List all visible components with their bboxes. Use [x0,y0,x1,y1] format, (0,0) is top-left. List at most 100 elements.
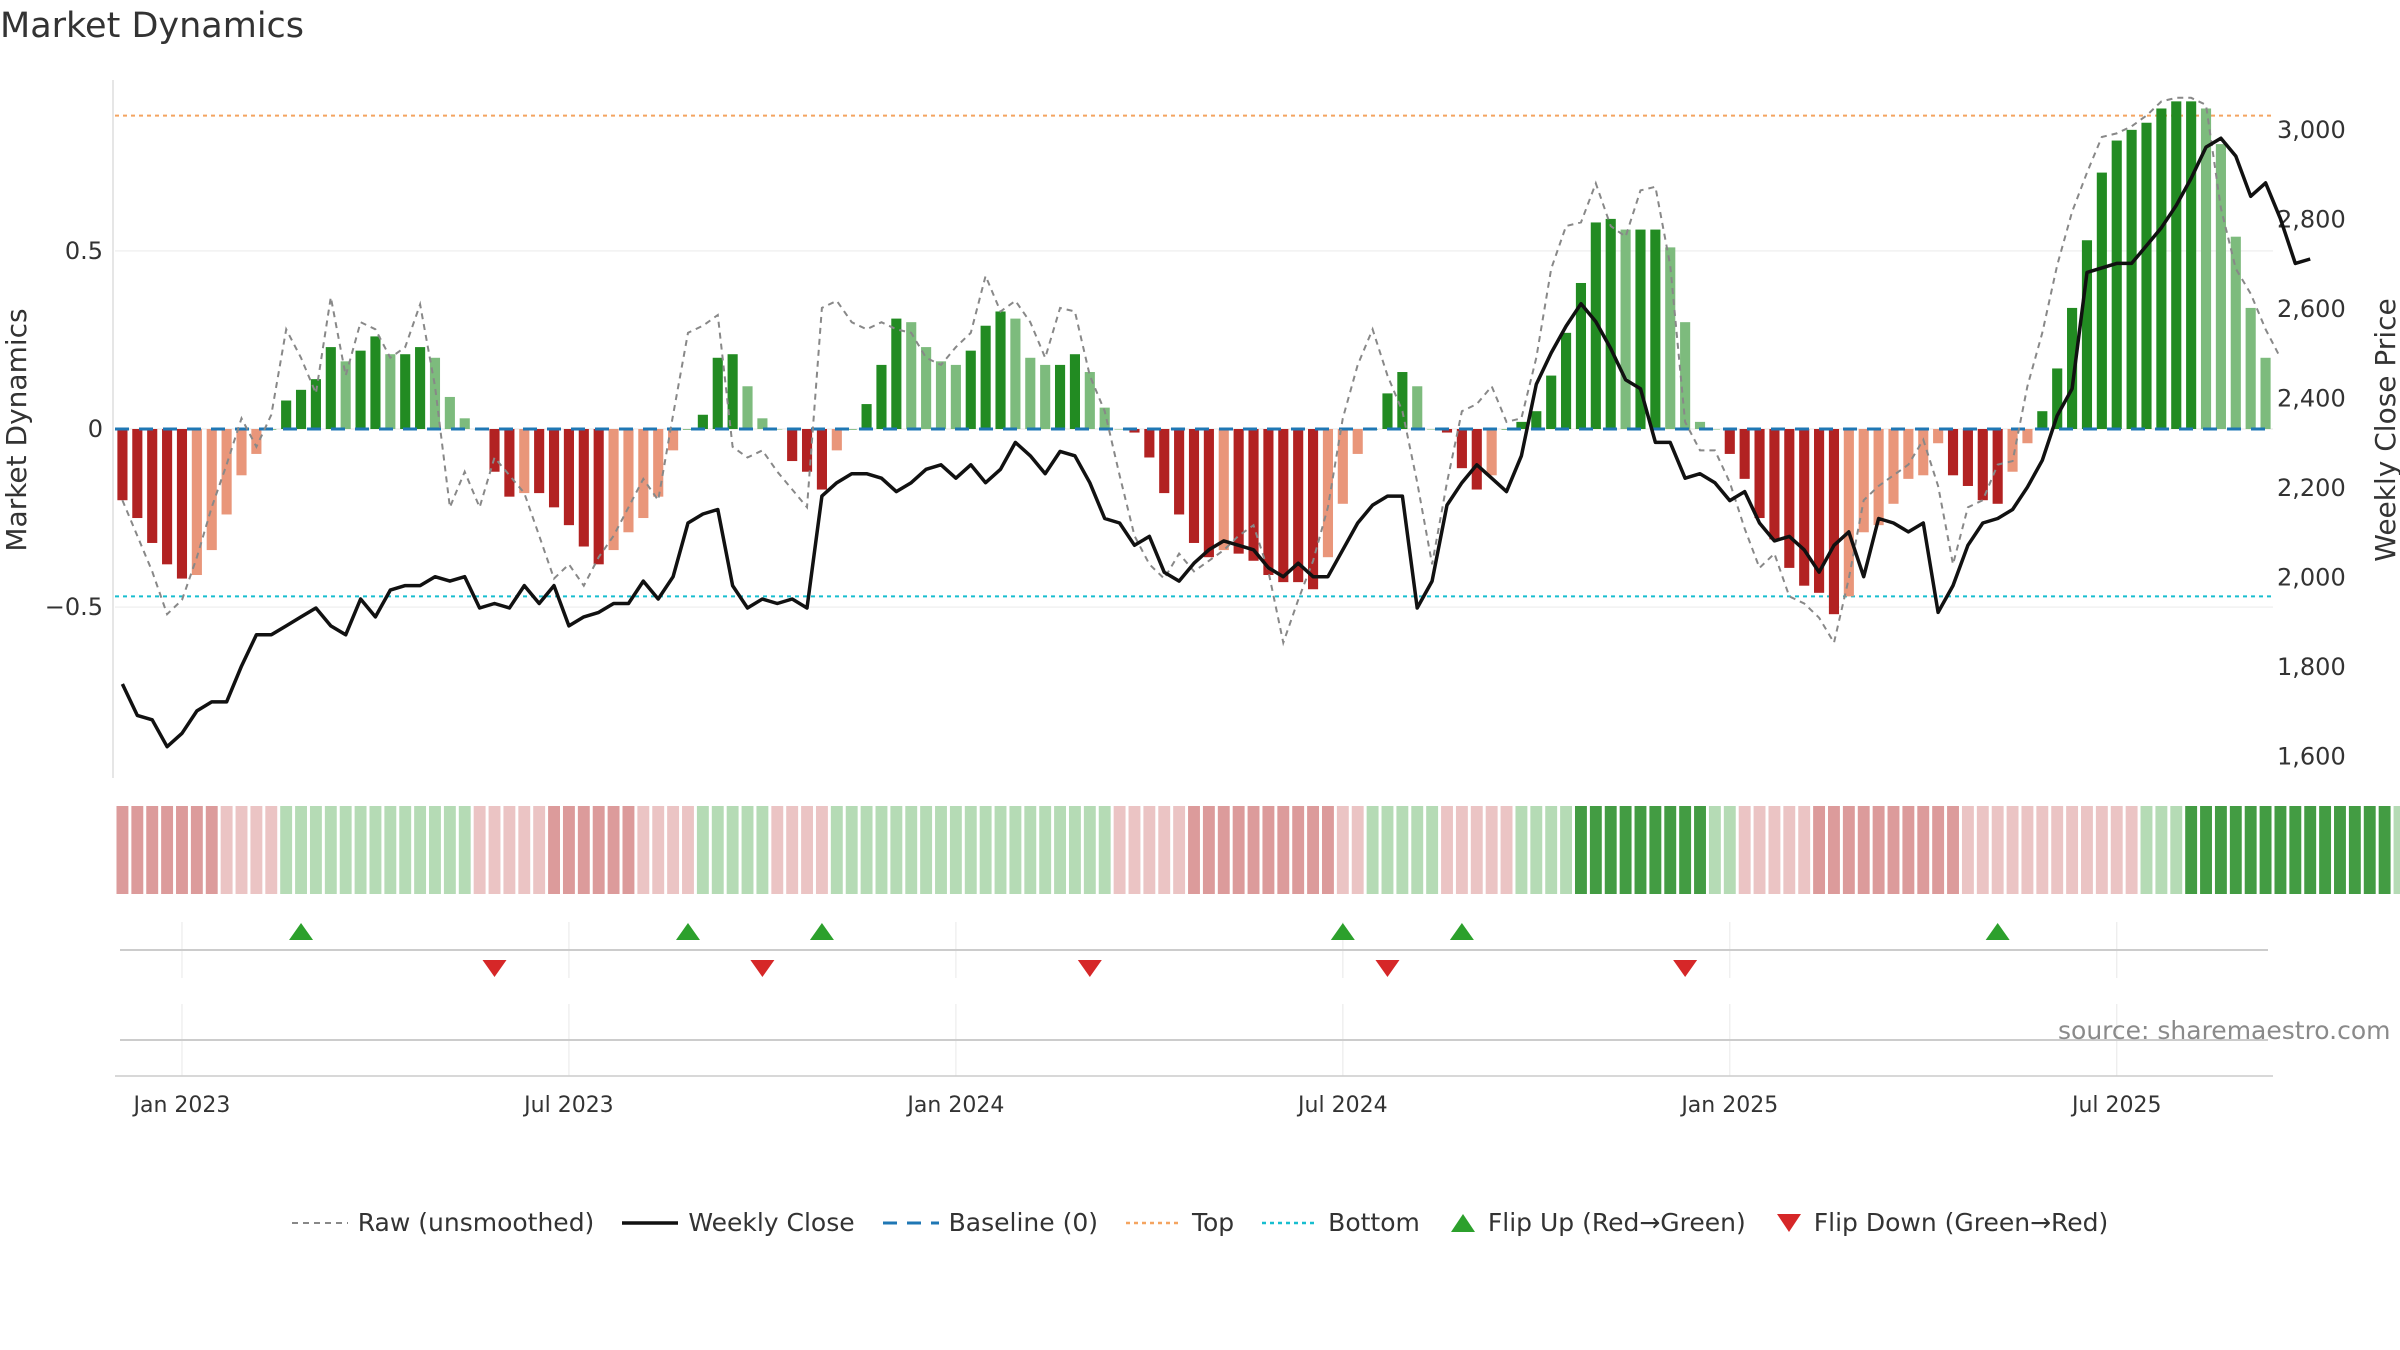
dynamics-bar [2200,108,2212,429]
dotted-orange-line-icon [1125,1221,1182,1224]
regime-strip-cell [1068,806,1081,894]
regime-strip-cell [1292,806,1305,894]
dynamics-bar [965,350,976,429]
dynamics-bar [1486,429,1497,476]
regime-strip-cell [1158,806,1171,894]
regime-strip-cell [2289,806,2302,894]
dynamics-bar [1546,375,1557,429]
regime-strip-cell [458,806,471,894]
dynamics-bar [385,354,396,429]
regime-strip-cell [1396,806,1409,894]
regime-strip-cell [2259,806,2272,894]
dynamics-bar [1665,247,1676,429]
source-credit: source: sharemaestro.com [2058,1016,2391,1045]
dynamics-bar [1531,411,1542,429]
green-up-triangle-icon [1450,1213,1475,1232]
regime-strip-cell [1828,806,1840,894]
regime-strip-cell [2185,806,2198,894]
regime-strip-cell [905,806,918,894]
right-tick-label: 3,000 [2277,116,2346,144]
dynamics-bar [772,429,783,430]
right-tick-label: 2,400 [2277,385,2346,413]
dynamics-bar [1337,429,1348,504]
dashed-gray-line-icon [291,1221,348,1224]
dynamics-bar [1322,429,1334,558]
dynamics-bar [995,311,1006,429]
regime-strip-cell [1560,806,1573,894]
dynamics-bar [504,429,515,497]
regime-strip-cell [1619,806,1632,894]
regime-strip-cell [726,806,739,894]
dynamics-bar [519,429,530,494]
left-tick-label: −0.5 [45,593,103,621]
regime-strip-cell [1604,806,1617,894]
regime-strip-cell [920,806,933,894]
regime-strip-cell [1083,806,1096,894]
legend-label: Baseline (0) [948,1208,1098,1237]
dynamics-bar [444,396,455,429]
regime-strip-cell [562,806,575,894]
dynamics-bar [459,418,470,429]
legend-label: Flip Up (Red→Green) [1487,1208,1746,1237]
regime-strip-cell [2229,806,2242,894]
dynamics-bar [117,429,128,501]
dynamics-bar [2156,108,2167,429]
dynamics-bar [1754,429,1765,519]
regime-strip-cell [1723,806,1736,894]
dynamics-bar [2186,101,2197,430]
dynamics-bar [2007,429,2018,472]
regime-strip-cell [2081,806,2093,894]
regime-strip-cell [235,806,248,894]
regime-strip-cell [131,806,144,894]
regime-strip-cell [696,806,709,894]
dynamics-bar [548,429,560,508]
regime-strip-cell [220,806,233,894]
regime-strip-cell [667,806,680,894]
dotted-cyan-line-icon [1262,1221,1319,1224]
regime-strip-cell [1545,806,1558,894]
regime-strip-cell [1976,806,1989,894]
dynamics-bar [1293,429,1304,583]
dynamics-bar [206,429,217,551]
dynamics-bar [1724,429,1735,454]
regime-strip-cell [265,806,278,894]
dynamics-bar [757,418,768,429]
regime-strip-cell [1694,806,1706,894]
legend-item-baseline: Baseline (0) [882,1208,1098,1237]
dynamics-bar [787,429,798,462]
dynamics-bar [1308,429,1319,590]
regime-strip-cell [1009,806,1022,894]
dynamics-bar [1114,429,1125,430]
dynamics-bar [1144,429,1155,458]
legend-item-bottom: Bottom [1262,1208,1420,1237]
dynamics-bar [2037,411,2048,429]
legend-label: Flip Down (Green→Red) [1813,1208,2109,1237]
dynamics-bar [251,429,262,454]
dynamics-bar [1799,429,1810,586]
regime-strip-cell [1039,806,1052,894]
legend-item-flip-down: Flip Down (Green→Red) [1774,1208,2109,1237]
regime-strip-cell [1277,806,1290,894]
regime-strip-cell [1381,806,1394,894]
regime-strip-cell [2334,806,2346,894]
regime-strip-cell [1247,806,1260,894]
regime-strip-cell [890,806,903,894]
dynamics-bar [712,357,723,429]
dynamics-bar [340,361,351,429]
flip-up-marker [1330,923,1355,940]
dynamics-bar [1784,429,1795,568]
right-axis-label: Weekly Close Price [2369,298,2400,561]
dynamics-bar [147,429,158,543]
dynamics-bar [861,404,872,429]
regime-strip-cell [1232,806,1245,894]
regime-strip-cell [2021,806,2034,894]
regime-strip-cell [1798,806,1811,894]
dynamics-bar [727,354,738,429]
regime-strip-cell [875,806,888,894]
regime-strip-cell [2348,806,2361,894]
regime-strip-cell [116,806,129,894]
dynamics-bar [2171,101,2182,430]
dynamics-bar [1635,229,1646,429]
regime-strip-cell [935,806,947,894]
